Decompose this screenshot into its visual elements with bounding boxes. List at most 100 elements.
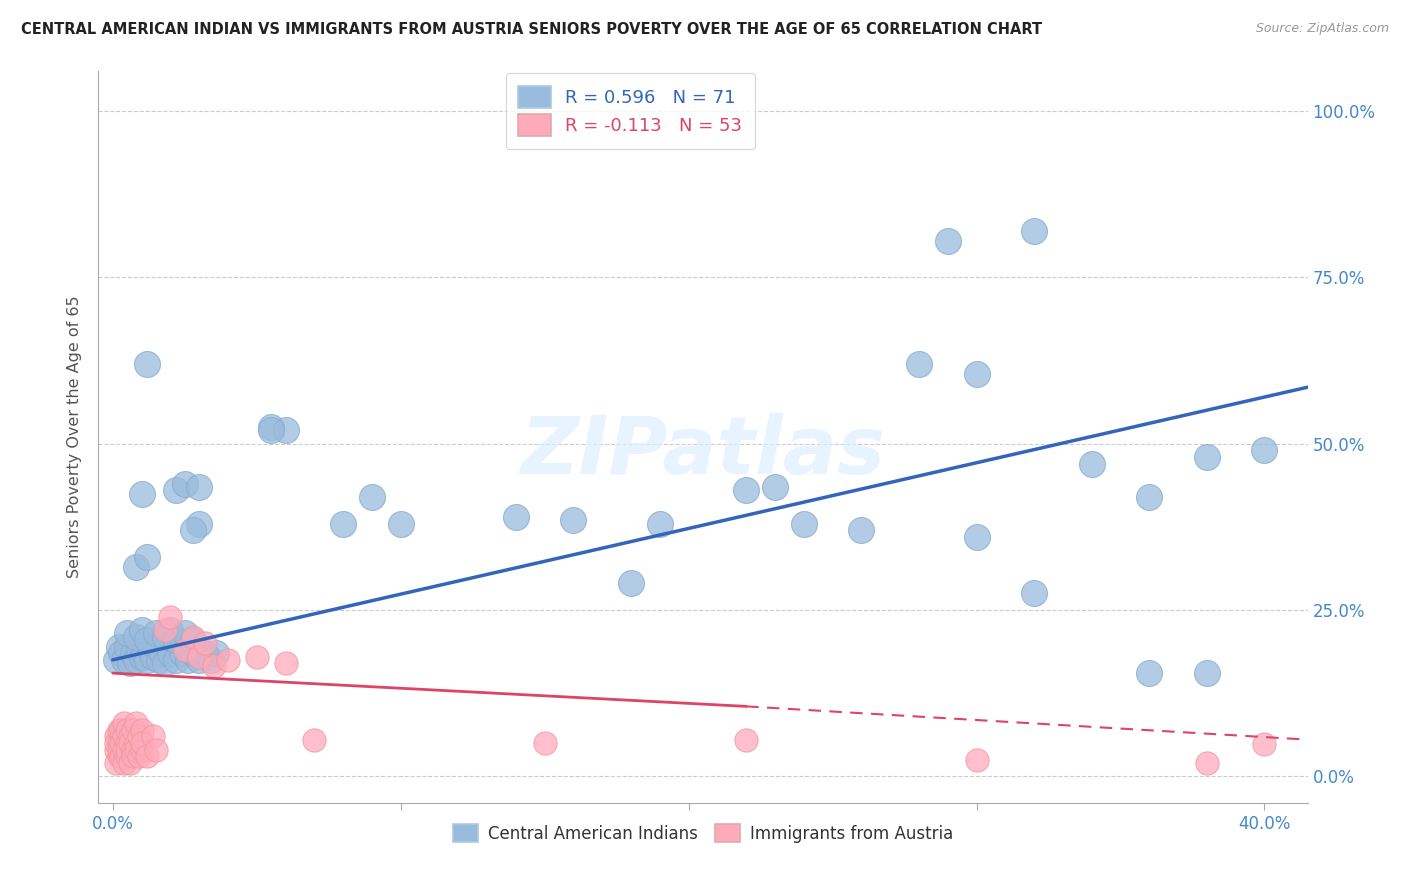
Point <box>173 643 195 657</box>
Point <box>389 516 412 531</box>
Point <box>107 742 129 756</box>
Text: Source: ZipAtlas.com: Source: ZipAtlas.com <box>1256 22 1389 36</box>
Point <box>1137 666 1160 681</box>
Point <box>274 656 297 670</box>
Point <box>1195 666 1218 681</box>
Point <box>142 729 165 743</box>
Point <box>112 729 135 743</box>
Point <box>170 646 193 660</box>
Point <box>104 756 127 770</box>
Point <box>188 516 211 531</box>
Point <box>120 656 142 670</box>
Point <box>153 656 176 670</box>
Point <box>131 736 153 750</box>
Point <box>165 653 187 667</box>
Point <box>125 736 148 750</box>
Point <box>115 640 138 654</box>
Point <box>131 742 153 756</box>
Point <box>936 234 959 248</box>
Point <box>145 742 167 756</box>
Point <box>128 729 150 743</box>
Point <box>110 749 132 764</box>
Point <box>110 736 132 750</box>
Point <box>176 653 198 667</box>
Point <box>153 630 176 644</box>
Point <box>104 729 127 743</box>
Point <box>202 659 225 673</box>
Point <box>159 623 181 637</box>
Point <box>136 749 159 764</box>
Point <box>120 729 142 743</box>
Point <box>125 716 148 731</box>
Point <box>136 632 159 647</box>
Text: ZIPatlas: ZIPatlas <box>520 413 886 491</box>
Point <box>1253 443 1275 458</box>
Point <box>136 549 159 564</box>
Y-axis label: Seniors Poverty Over the Age of 65: Seniors Poverty Over the Age of 65 <box>67 296 83 578</box>
Point <box>131 723 153 737</box>
Point <box>107 749 129 764</box>
Point <box>120 756 142 770</box>
Point <box>1195 756 1218 770</box>
Point <box>159 609 181 624</box>
Point <box>122 742 145 756</box>
Point <box>131 623 153 637</box>
Point <box>620 576 643 591</box>
Point <box>136 653 159 667</box>
Point <box>115 723 138 737</box>
Point <box>851 523 873 537</box>
Point <box>260 424 283 438</box>
Point <box>115 742 138 756</box>
Point <box>188 480 211 494</box>
Point <box>217 653 239 667</box>
Point <box>505 509 527 524</box>
Point <box>104 742 127 756</box>
Point <box>115 749 138 764</box>
Point <box>188 653 211 667</box>
Point <box>246 649 269 664</box>
Point <box>648 516 671 531</box>
Point <box>1080 457 1102 471</box>
Point <box>122 646 145 660</box>
Point <box>131 649 153 664</box>
Point <box>205 646 228 660</box>
Point <box>260 420 283 434</box>
Point <box>735 732 758 747</box>
Point <box>533 736 555 750</box>
Point <box>148 653 170 667</box>
Point <box>112 716 135 731</box>
Point <box>332 516 354 531</box>
Point <box>1022 224 1045 238</box>
Point <box>153 623 176 637</box>
Point <box>107 640 129 654</box>
Point <box>361 490 384 504</box>
Point <box>120 736 142 750</box>
Point <box>110 729 132 743</box>
Point <box>274 424 297 438</box>
Point <box>173 476 195 491</box>
Point <box>110 646 132 660</box>
Point <box>1137 490 1160 504</box>
Point <box>183 632 205 647</box>
Point <box>115 626 138 640</box>
Point <box>122 723 145 737</box>
Point <box>125 742 148 756</box>
Text: CENTRAL AMERICAN INDIAN VS IMMIGRANTS FROM AUSTRIA SENIORS POVERTY OVER THE AGE : CENTRAL AMERICAN INDIAN VS IMMIGRANTS FR… <box>21 22 1042 37</box>
Point <box>107 736 129 750</box>
Point <box>128 749 150 764</box>
Point <box>183 646 205 660</box>
Point <box>165 632 187 647</box>
Point <box>128 643 150 657</box>
Point <box>183 523 205 537</box>
Point <box>125 559 148 574</box>
Point <box>139 643 162 657</box>
Point <box>793 516 815 531</box>
Point <box>125 630 148 644</box>
Point <box>159 646 181 660</box>
Point <box>145 640 167 654</box>
Point <box>562 513 585 527</box>
Point <box>966 530 988 544</box>
Point <box>134 646 156 660</box>
Point <box>125 653 148 667</box>
Point <box>966 367 988 381</box>
